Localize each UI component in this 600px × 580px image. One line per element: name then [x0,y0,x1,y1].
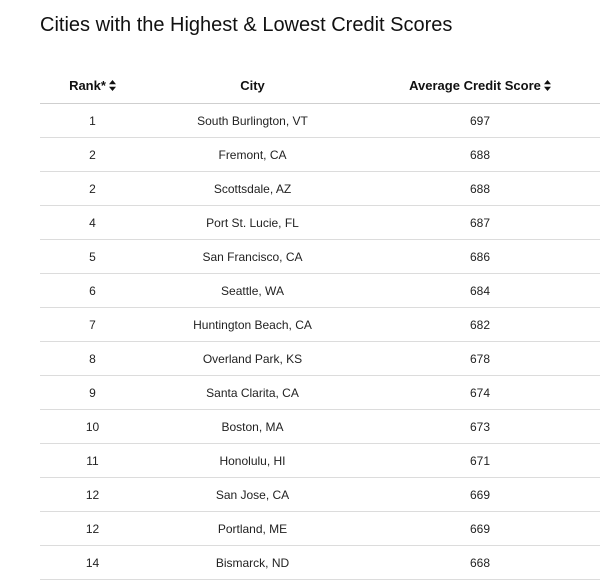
table-row: 2 Scottsdale, AZ 688 [40,171,600,206]
city-cell: San Jose, CA [145,477,360,512]
city-cell: Boston, MA [145,409,360,444]
table-row: 12 Portland, ME 669 [40,511,600,546]
rank-cell: 7 [40,307,145,342]
rank-cell: 10 [40,409,145,444]
rank-cell: 6 [40,273,145,308]
table-row: 6 Seattle, WA 684 [40,273,600,308]
score-cell: 673 [360,409,600,444]
score-header-label: Average Credit Score [409,78,541,93]
score-cell: 687 [360,205,600,240]
rank-cell: 4 [40,205,145,240]
table-row: 2 Fremont, CA 688 [40,137,600,172]
city-cell: Honolulu, HI [145,443,360,478]
sort-updown-icon[interactable] [543,80,551,91]
city-cell: Seattle, WA [145,273,360,308]
score-cell: 682 [360,307,600,342]
city-cell: Scottsdale, AZ [145,171,360,206]
city-cell: Santa Clarita, CA [145,375,360,410]
page-title: Cities with the Highest & Lowest Credit … [40,14,453,36]
score-cell: 688 [360,137,600,172]
score-cell: 669 [360,511,600,546]
header-row: Rank* City Average Credit Score [40,68,600,104]
score-column-header[interactable]: Average Credit Score [360,68,600,104]
rank-cell: 8 [40,341,145,376]
rank-cell: 12 [40,511,145,546]
rank-cell: 12 [40,477,145,512]
credit-score-table: Rank* City Average Credit Score 1 South B… [40,68,600,580]
table-row: 12 San Jose, CA 669 [40,477,600,512]
score-cell: 671 [360,443,600,478]
table-body: 1 South Burlington, VT 697 2 Fremont, CA 688… [40,103,600,580]
rank-cell: 9 [40,375,145,410]
score-cell: 684 [360,273,600,308]
table-row: 8 Overland Park, KS 678 [40,341,600,376]
score-cell: 688 [360,171,600,206]
table-row: 4 Port St. Lucie, FL 687 [40,205,600,240]
city-cell: Overland Park, KS [145,341,360,376]
rank-cell: 14 [40,545,145,580]
city-cell: Port St. Lucie, FL [145,205,360,240]
table-header: Rank* City Average Credit Score [40,68,600,104]
table-row: 7 Huntington Beach, CA 682 [40,307,600,342]
score-cell: 674 [360,375,600,410]
city-cell: Bismarck, ND [145,545,360,580]
city-cell: San Francisco, CA [145,239,360,274]
table-row: 9 Santa Clarita, CA 674 [40,375,600,410]
rank-cell: 1 [40,103,145,138]
score-cell: 669 [360,477,600,512]
city-column-header: City [145,68,360,104]
score-cell: 668 [360,545,600,580]
city-cell: Fremont, CA [145,137,360,172]
city-cell: South Burlington, VT [145,103,360,138]
city-cell: Huntington Beach, CA [145,307,360,342]
rank-cell: 2 [40,171,145,206]
rank-column-header[interactable]: Rank* [40,68,145,104]
rank-header-label: Rank* [69,78,106,93]
city-cell: Portland, ME [145,511,360,546]
table-row: 5 San Francisco, CA 686 [40,239,600,274]
score-cell: 686 [360,239,600,274]
city-header-label: City [240,78,265,93]
table-row: 14 Bismarck, ND 668 [40,545,600,580]
rank-cell: 2 [40,137,145,172]
table-row: 10 Boston, MA 673 [40,409,600,444]
sort-updown-icon[interactable] [108,80,116,91]
rank-cell: 5 [40,239,145,274]
score-cell: 678 [360,341,600,376]
score-cell: 697 [360,103,600,138]
rank-cell: 11 [40,443,145,478]
table-row: 11 Honolulu, HI 671 [40,443,600,478]
table-row: 1 South Burlington, VT 697 [40,103,600,138]
credit-score-table-container: Rank* City Average Credit Score 1 South B… [40,68,600,580]
